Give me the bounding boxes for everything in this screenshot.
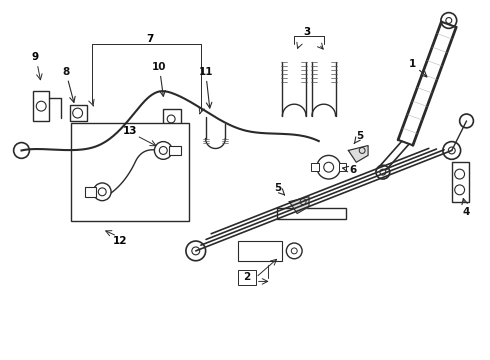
Text: 6: 6 [350,165,357,175]
Text: 11: 11 [198,67,213,77]
Bar [169,145,181,156]
Text: 4: 4 [463,207,470,216]
Text: 3: 3 [303,27,311,37]
Bar [70,105,88,121]
Text: 8: 8 [62,67,70,77]
Text: 12: 12 [113,236,127,246]
Bar [452,162,469,202]
Bar [163,109,181,147]
Text: 5: 5 [357,131,364,141]
Bar [238,241,282,261]
Bar [33,91,49,121]
Text: 9: 9 [32,52,39,62]
Bar [71,123,189,221]
Bar [84,187,97,197]
Text: 1: 1 [409,59,416,69]
Text: 7: 7 [146,34,153,44]
Bar [339,163,346,171]
Bar [238,270,256,285]
Bar [277,208,346,219]
Polygon shape [348,145,368,162]
Bar [311,163,319,171]
Text: 13: 13 [122,126,137,136]
Text: 2: 2 [244,273,250,283]
Text: 5: 5 [274,183,281,193]
Polygon shape [289,197,309,213]
Text: 10: 10 [152,62,167,72]
